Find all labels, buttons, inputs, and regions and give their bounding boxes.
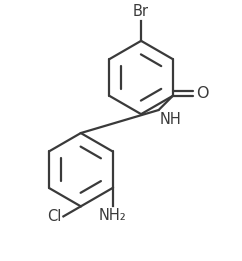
Text: NH₂: NH₂ xyxy=(99,208,126,223)
Text: NH: NH xyxy=(160,112,182,127)
Text: O: O xyxy=(196,86,208,101)
Text: Br: Br xyxy=(133,4,149,19)
Text: Cl: Cl xyxy=(47,209,61,224)
